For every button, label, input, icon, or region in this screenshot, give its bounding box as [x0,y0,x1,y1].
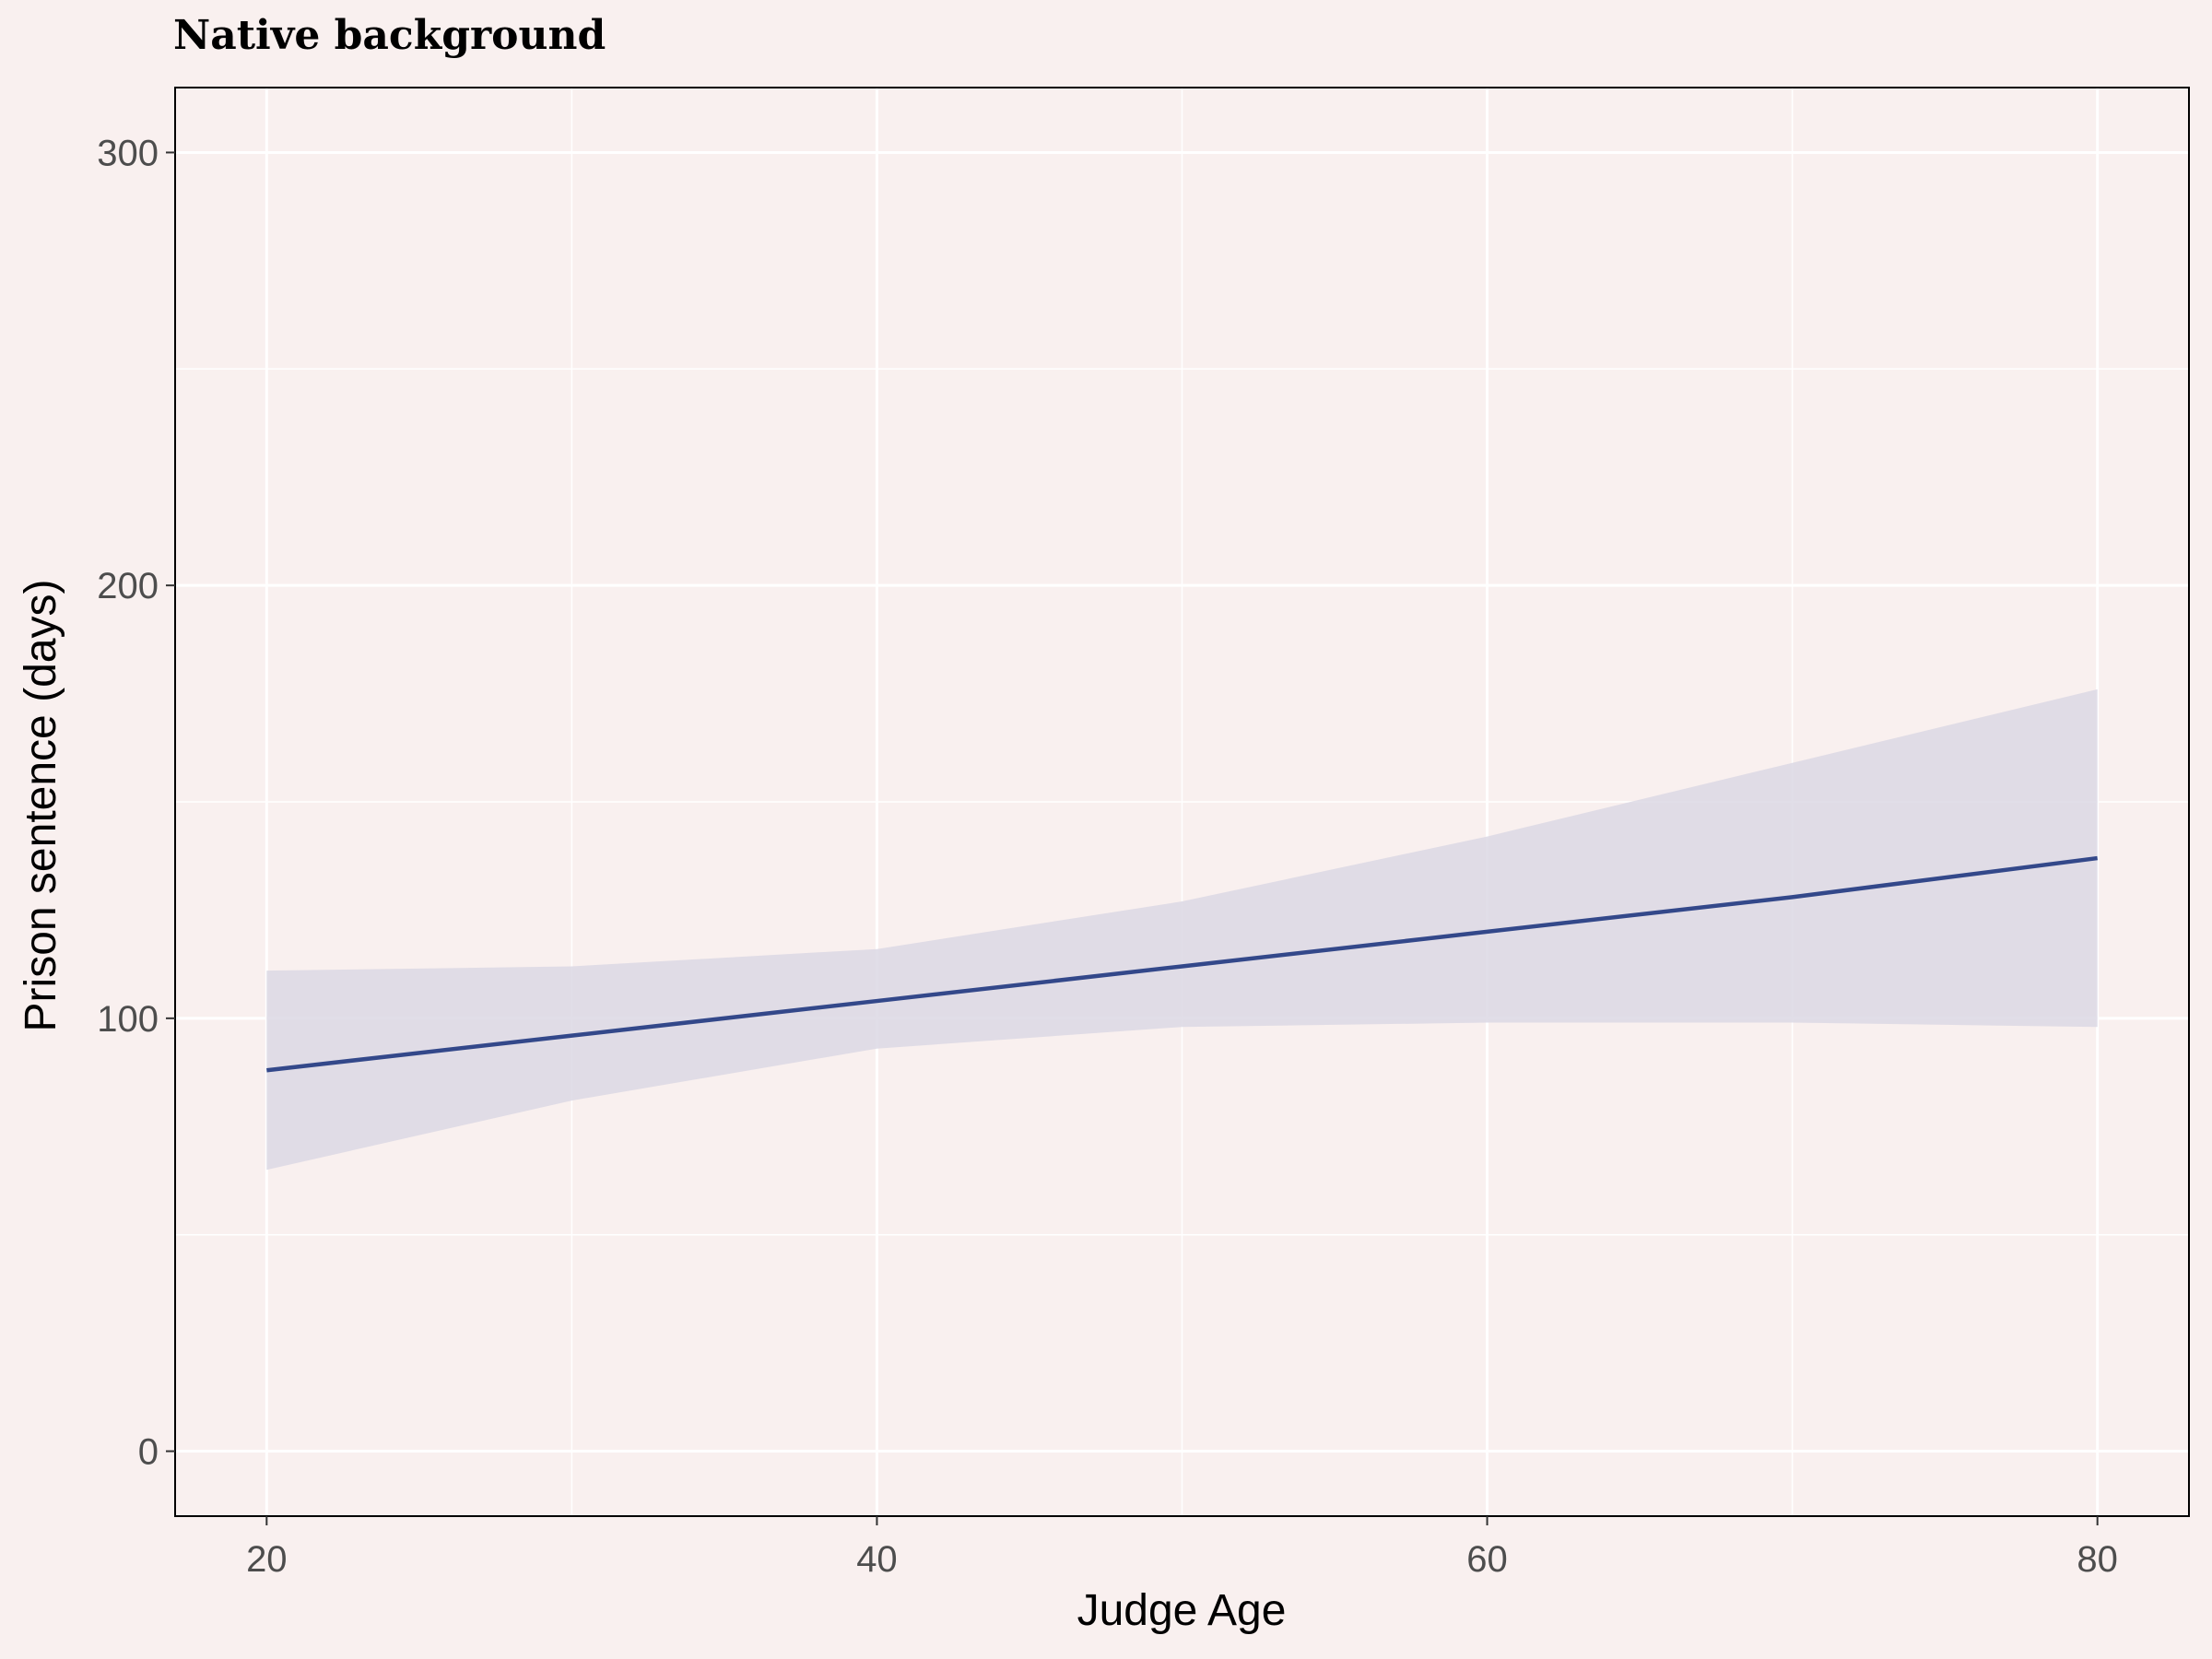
x-axis-ticks: 20 40 60 80 [246,1516,2118,1580]
x-tick-label: 40 [856,1539,898,1580]
y-tick-label: 300 [97,133,159,173]
y-tick-label: 200 [97,566,159,606]
y-axis-ticks: 0 100 200 300 [97,133,175,1473]
chart-title: Native background [173,12,606,59]
y-tick-label: 0 [138,1432,159,1473]
series-line [266,855,2098,1073]
x-tick-label: 60 [1466,1539,1508,1580]
confidence-band-area [266,688,2098,1171]
panel-border [174,87,2190,1517]
x-tick-label: 80 [2077,1539,2118,1580]
series-lines [266,855,2098,1073]
x-axis-label: Judge Age [1077,1586,1287,1635]
confidence-band [266,688,2098,1171]
y-tick-label: 100 [97,999,159,1040]
x-tick-label: 20 [246,1539,288,1580]
y-axis-label: Prison sentence (days) [17,580,65,1032]
